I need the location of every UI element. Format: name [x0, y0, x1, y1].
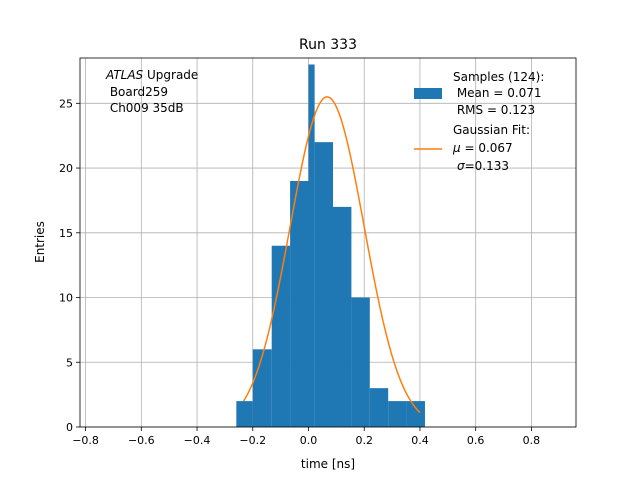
legend-samples-swatch [414, 88, 442, 99]
legend-samples-title: Samples (124): [453, 70, 544, 84]
histogram-bar [290, 181, 309, 427]
legend-fit-mu-value: = 0.067 [461, 141, 513, 155]
legend: Samples (124): Mean = 0.071 RMS = 0.123 … [414, 70, 544, 173]
histogram-bar [314, 142, 334, 427]
histogram-bar [333, 206, 352, 427]
y-tick-label: 10 [59, 292, 73, 305]
annotation-suffix: Upgrade [143, 68, 198, 82]
histogram-bars [236, 64, 425, 427]
histogram-bar [271, 245, 291, 427]
x-tick-label: 0.0 [300, 434, 318, 447]
atlas-annotation: ATLAS Upgrade Board259 Ch009 35dB [105, 68, 198, 115]
legend-fit-mu: μ = 0.067 [452, 141, 513, 155]
x-tick-label: 0.8 [523, 434, 541, 447]
y-axis-label: Entries [33, 221, 47, 263]
plot-frame [79, 57, 577, 428]
legend-fit-sigma-symbol: σ [457, 159, 465, 173]
x-tick-label: 0.2 [355, 434, 373, 447]
legend-samples-mean: Mean = 0.071 [453, 86, 542, 100]
y-tick-label: 25 [59, 97, 73, 110]
histogram-bar [369, 388, 389, 427]
y-tick-label: 0 [66, 421, 73, 434]
legend-fit-title: Gaussian Fit: [453, 123, 530, 137]
histogram-bar [388, 401, 407, 427]
annotation-line-3: Ch009 35dB [106, 101, 184, 115]
histogram-bar [406, 401, 425, 427]
legend-fit-sigma-value: =0.133 [465, 159, 509, 173]
y-tick-label: 15 [59, 227, 73, 240]
x-tick-label: 0.6 [467, 434, 485, 447]
histogram-bar [308, 64, 315, 427]
x-tick-label: −0.4 [184, 434, 211, 447]
legend-fit-mu-symbol: μ [452, 141, 461, 155]
legend-fit-sigma: σ=0.133 [457, 159, 509, 173]
annotation-line-2: Board259 [106, 85, 168, 99]
x-tick-label: 0.4 [411, 434, 429, 447]
histogram-bar [351, 297, 370, 427]
annotation-experiment: ATLAS [105, 68, 144, 82]
y-tick-label: 20 [59, 162, 73, 175]
x-tick-label: −0.6 [128, 434, 155, 447]
legend-samples-rms: RMS = 0.123 [453, 103, 535, 117]
y-axis-ticks: 0 5 10 15 20 25 [59, 97, 80, 434]
x-tick-label: −0.2 [239, 434, 266, 447]
histogram-bar [236, 401, 253, 427]
gaussian-fit-curve [242, 96, 421, 414]
x-tick-label: −0.8 [72, 434, 99, 447]
annotation-line-1: ATLAS Upgrade [105, 68, 198, 82]
chart-title: Run 333 [299, 37, 357, 53]
x-axis-ticks: −0.8 −0.6 −0.4 −0.2 0.0 0.2 0.4 0.6 0.8 [72, 427, 540, 447]
y-tick-label: 5 [66, 356, 73, 369]
histogram-bar [252, 349, 272, 427]
x-axis-label: time [ns] [301, 457, 355, 471]
